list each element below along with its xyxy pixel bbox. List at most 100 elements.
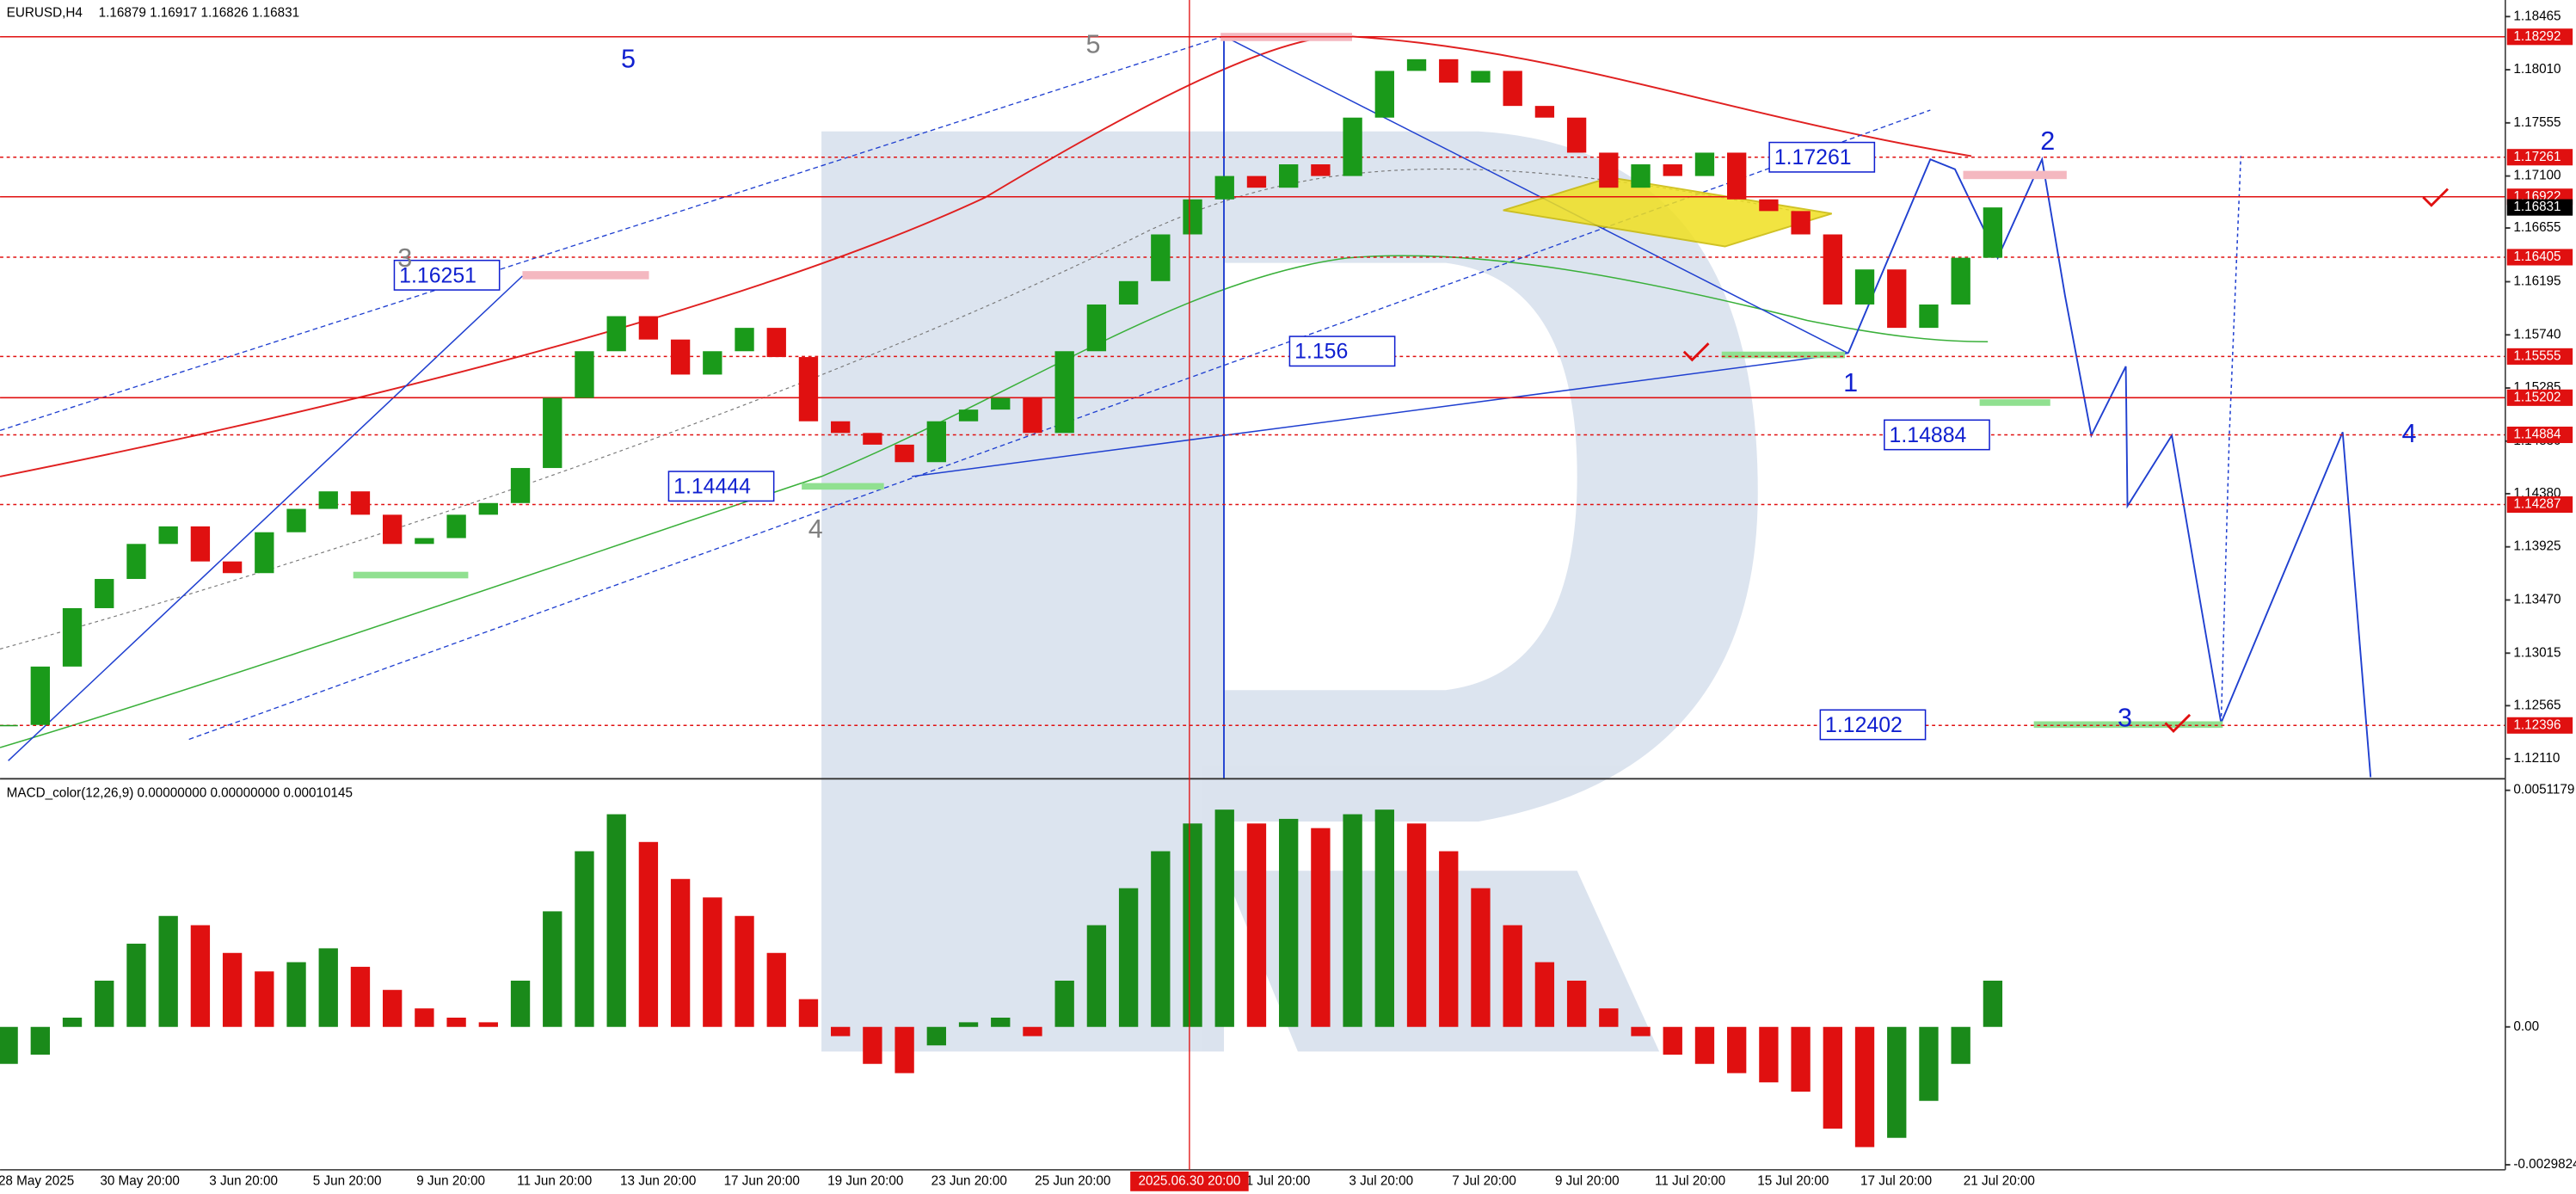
macd-bar xyxy=(1599,1008,1619,1027)
annotation: 1.12402 xyxy=(1825,714,1903,737)
candle xyxy=(606,316,626,352)
candle xyxy=(1279,164,1299,188)
x-tick-label: 1 Jul 20:00 xyxy=(1246,1173,1311,1188)
macd-bar xyxy=(1534,962,1555,1027)
x-tick-label: 25 Jun 20:00 xyxy=(1035,1173,1110,1188)
macd-bar xyxy=(798,999,819,1027)
candle xyxy=(1919,304,1939,329)
candle xyxy=(478,502,498,515)
level-tag xyxy=(2506,495,2573,514)
macd-bar xyxy=(1951,1026,1970,1064)
wave-label: 2 xyxy=(2040,126,2055,156)
wave-label: 3 xyxy=(397,243,412,273)
candle xyxy=(1727,152,1747,200)
y-tick-label: 1.13925 xyxy=(2513,539,2561,554)
macd-bar xyxy=(1791,1026,1811,1092)
x-tick-label: 11 Jul 20:00 xyxy=(1655,1173,1725,1188)
level-tag xyxy=(2506,348,2573,365)
level-tag xyxy=(2506,28,2573,46)
candle xyxy=(1854,269,1875,305)
candle xyxy=(30,666,50,725)
candle xyxy=(1791,211,1811,235)
candle xyxy=(1374,71,1394,118)
header-symbol: EURUSD,H4 xyxy=(7,5,83,20)
level-tag xyxy=(2506,717,2573,734)
candle xyxy=(958,409,979,422)
candle xyxy=(255,532,274,574)
x-tick-label: 28 May 2025 xyxy=(0,1173,74,1188)
candle xyxy=(1599,152,1619,188)
x-tick-label: 7 Jul 20:00 xyxy=(1452,1173,1516,1188)
x-tick-label: 9 Jul 20:00 xyxy=(1555,1173,1620,1188)
annotation: 1.14884 xyxy=(1890,424,1967,447)
candle xyxy=(222,561,243,574)
candle xyxy=(1631,164,1651,188)
macd-bar xyxy=(1214,809,1234,1027)
macd-bar xyxy=(575,851,594,1027)
candle xyxy=(1214,175,1234,200)
macd-title: MACD_color(12,26,9) 0.00000000 0.0000000… xyxy=(7,786,353,801)
macd-bar xyxy=(895,1026,914,1074)
candle xyxy=(1694,152,1715,176)
annotation-box xyxy=(1819,709,1927,741)
annotation-box xyxy=(393,259,501,291)
level-label: 1.14287 xyxy=(2513,497,2561,512)
candle xyxy=(510,468,531,503)
macd-bar xyxy=(863,1026,882,1064)
macd-bar xyxy=(1086,925,1107,1027)
macd-panel: 0.0051179 0.00 -0.0029824 xyxy=(0,783,2576,1172)
macd-bar xyxy=(222,952,243,1027)
x-tick-label: 13 Jun 20:00 xyxy=(620,1173,696,1188)
level-label: 1.16405 xyxy=(2513,249,2561,264)
candle xyxy=(383,514,403,545)
macd-bar xyxy=(255,971,274,1027)
wave-label: 5 xyxy=(621,45,636,74)
candle xyxy=(895,444,914,463)
macd-bar xyxy=(415,1008,434,1027)
y-tick-label: 1.18465 xyxy=(2513,9,2561,23)
y-tick-label: 1.12565 xyxy=(2513,698,2561,712)
annotation: 1.14444 xyxy=(673,476,751,499)
candle xyxy=(1503,71,1522,107)
macd-bar xyxy=(286,962,306,1027)
candle xyxy=(1086,304,1107,352)
x-tick-label: 30 May 20:00 xyxy=(100,1173,180,1188)
macd-bar xyxy=(1054,981,1074,1027)
macd-bar xyxy=(318,948,338,1027)
macd-bar xyxy=(30,1026,50,1055)
macd-bar xyxy=(350,966,371,1027)
level-tag xyxy=(2506,199,2573,216)
candle xyxy=(1054,351,1074,434)
macd-bar xyxy=(703,897,722,1027)
macd-bar xyxy=(1694,1026,1715,1064)
macd-bar xyxy=(1246,823,1267,1027)
macd-bar xyxy=(1343,814,1362,1027)
candle xyxy=(126,544,146,580)
level-tag xyxy=(2506,249,2573,266)
level-label: 1.18292 xyxy=(2513,29,2561,44)
macd-bar xyxy=(190,925,211,1027)
candle xyxy=(1983,207,2003,258)
candle xyxy=(735,328,754,352)
x-tick-label: 11 Jun 20:00 xyxy=(517,1173,592,1188)
candle xyxy=(1951,257,1970,305)
candle xyxy=(350,491,371,515)
level-tag xyxy=(2506,426,2573,444)
candle xyxy=(1759,199,1779,212)
macd-bar xyxy=(1663,1026,1682,1055)
candle xyxy=(575,351,594,398)
candle xyxy=(1118,280,1139,305)
macd-bar xyxy=(1887,1026,1907,1138)
candle xyxy=(991,397,1011,410)
level-tag xyxy=(2506,389,2573,406)
candle xyxy=(0,724,18,727)
candle xyxy=(415,538,434,545)
macd-bar xyxy=(1759,1026,1779,1083)
price-panel: 1.18465 1.18010 1.17555 1.17100 1.16655 1.161… xyxy=(0,9,2573,1191)
level-label: 1.17261 xyxy=(2513,150,2561,164)
macd-bar xyxy=(0,1026,18,1064)
annotation-box xyxy=(667,471,775,502)
y-tick-label: 1.13470 xyxy=(2513,593,2561,607)
y-tick-label: 1.16195 xyxy=(2513,274,2561,289)
candle xyxy=(1566,117,1587,153)
